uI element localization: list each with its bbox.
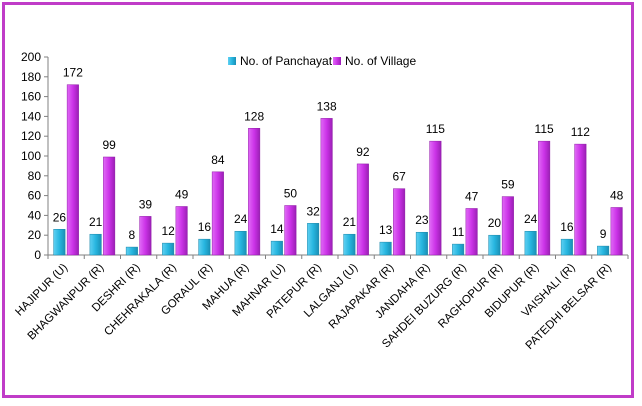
data-label-village: 128 xyxy=(244,109,264,123)
y-tick-label: 160 xyxy=(21,90,41,104)
data-label-panchayat: 14 xyxy=(270,222,284,236)
y-tick-label: 120 xyxy=(21,129,41,143)
data-label-village: 59 xyxy=(501,178,515,192)
data-label-panchayat: 24 xyxy=(524,212,538,226)
y-tick-label: 80 xyxy=(28,169,42,183)
bar-village xyxy=(393,188,406,256)
y-tick-label: 140 xyxy=(21,109,41,123)
data-label-village: 67 xyxy=(392,170,406,184)
bar-village xyxy=(139,216,152,256)
bar-panchayat xyxy=(415,231,428,256)
bar-panchayat xyxy=(125,246,138,256)
category-label: RAGHOPUR (R) xyxy=(436,262,505,331)
y-tick-label: 180 xyxy=(21,70,41,84)
data-label-panchayat: 16 xyxy=(560,220,574,234)
bar-panchayat xyxy=(379,241,392,256)
legend-label-village: No. of Village xyxy=(345,54,416,68)
bars xyxy=(53,84,623,256)
data-label-panchayat: 11 xyxy=(452,225,465,239)
legend-swatch-village xyxy=(333,57,341,65)
data-label-panchayat: 32 xyxy=(306,204,320,218)
y-tick-label: 20 xyxy=(28,228,42,242)
data-label-village: 99 xyxy=(102,138,116,152)
data-label-panchayat: 21 xyxy=(89,215,103,229)
data-label-village: 115 xyxy=(426,122,445,136)
bar-village xyxy=(320,118,333,256)
category-label: RAJAPAKAR (R) xyxy=(327,262,397,332)
y-tick-label: 200 xyxy=(21,50,41,64)
legend: No. of Panchayat No. of Village xyxy=(228,54,416,68)
bar-panchayat xyxy=(89,233,102,256)
bar-panchayat xyxy=(162,242,175,256)
data-label-village: 84 xyxy=(211,153,225,167)
data-label-panchayat: 21 xyxy=(343,215,357,229)
data-label-village: 112 xyxy=(571,125,590,139)
data-label-panchayat: 24 xyxy=(234,212,248,226)
bar-village xyxy=(175,206,188,256)
data-label-village: 47 xyxy=(465,189,479,203)
bar-panchayat xyxy=(198,238,211,256)
bar-village xyxy=(574,143,587,256)
data-label-panchayat: 16 xyxy=(198,220,212,234)
bar-village xyxy=(66,84,79,256)
bar-village xyxy=(429,140,442,256)
y-tick-label: 60 xyxy=(28,189,42,203)
bar-panchayat xyxy=(524,230,537,256)
data-label-panchayat: 8 xyxy=(129,228,136,242)
data-label-panchayat: 13 xyxy=(379,223,393,237)
data-label-village: 48 xyxy=(610,188,624,202)
data-labels: 26 21 8 12 16 24 14 32 21 13 23 11 20 24 16 9 172 99 39 49 8… xyxy=(53,66,624,242)
bar-village xyxy=(356,163,369,256)
data-label-village: 172 xyxy=(63,66,83,80)
bar-panchayat xyxy=(53,229,66,256)
bar-panchayat xyxy=(234,230,247,256)
data-label-panchayat: 26 xyxy=(53,210,67,224)
bar-village xyxy=(103,156,116,256)
bar-village xyxy=(501,196,514,256)
bar-panchayat xyxy=(560,238,573,256)
bar-village xyxy=(538,140,551,256)
legend-label-panchayat: No. of Panchayat xyxy=(240,54,333,68)
y-tick-label: 100 xyxy=(21,149,41,163)
bar-panchayat xyxy=(597,245,610,256)
data-label-panchayat: 12 xyxy=(161,224,175,238)
bar-panchayat xyxy=(488,234,501,256)
y-tick-label: 40 xyxy=(28,208,42,222)
bar-panchayat xyxy=(307,223,320,256)
bar-village xyxy=(610,207,623,256)
data-label-village: 39 xyxy=(139,197,153,211)
legend-swatch-panchayat xyxy=(228,57,236,65)
bar-panchayat xyxy=(452,243,465,256)
data-label-village: 115 xyxy=(535,122,554,136)
y-tick-label: 0 xyxy=(34,248,41,262)
bar-panchayat xyxy=(270,240,283,256)
bar-village xyxy=(211,171,224,256)
category-labels: HAJIPUR (U)BHAGWANPUR (R)DESHRI (R)CHEHR… xyxy=(13,262,614,353)
data-label-village: 138 xyxy=(317,99,337,113)
bar-village xyxy=(248,128,261,256)
data-label-panchayat: 20 xyxy=(488,216,502,230)
bar-panchayat xyxy=(343,233,356,256)
bar-village xyxy=(284,205,297,256)
bar-village xyxy=(465,208,478,256)
data-label-village: 50 xyxy=(284,187,298,201)
data-label-village: 49 xyxy=(175,187,189,201)
data-label-village: 92 xyxy=(356,145,370,159)
data-label-panchayat: 9 xyxy=(600,227,607,241)
data-label-panchayat: 23 xyxy=(415,213,429,227)
